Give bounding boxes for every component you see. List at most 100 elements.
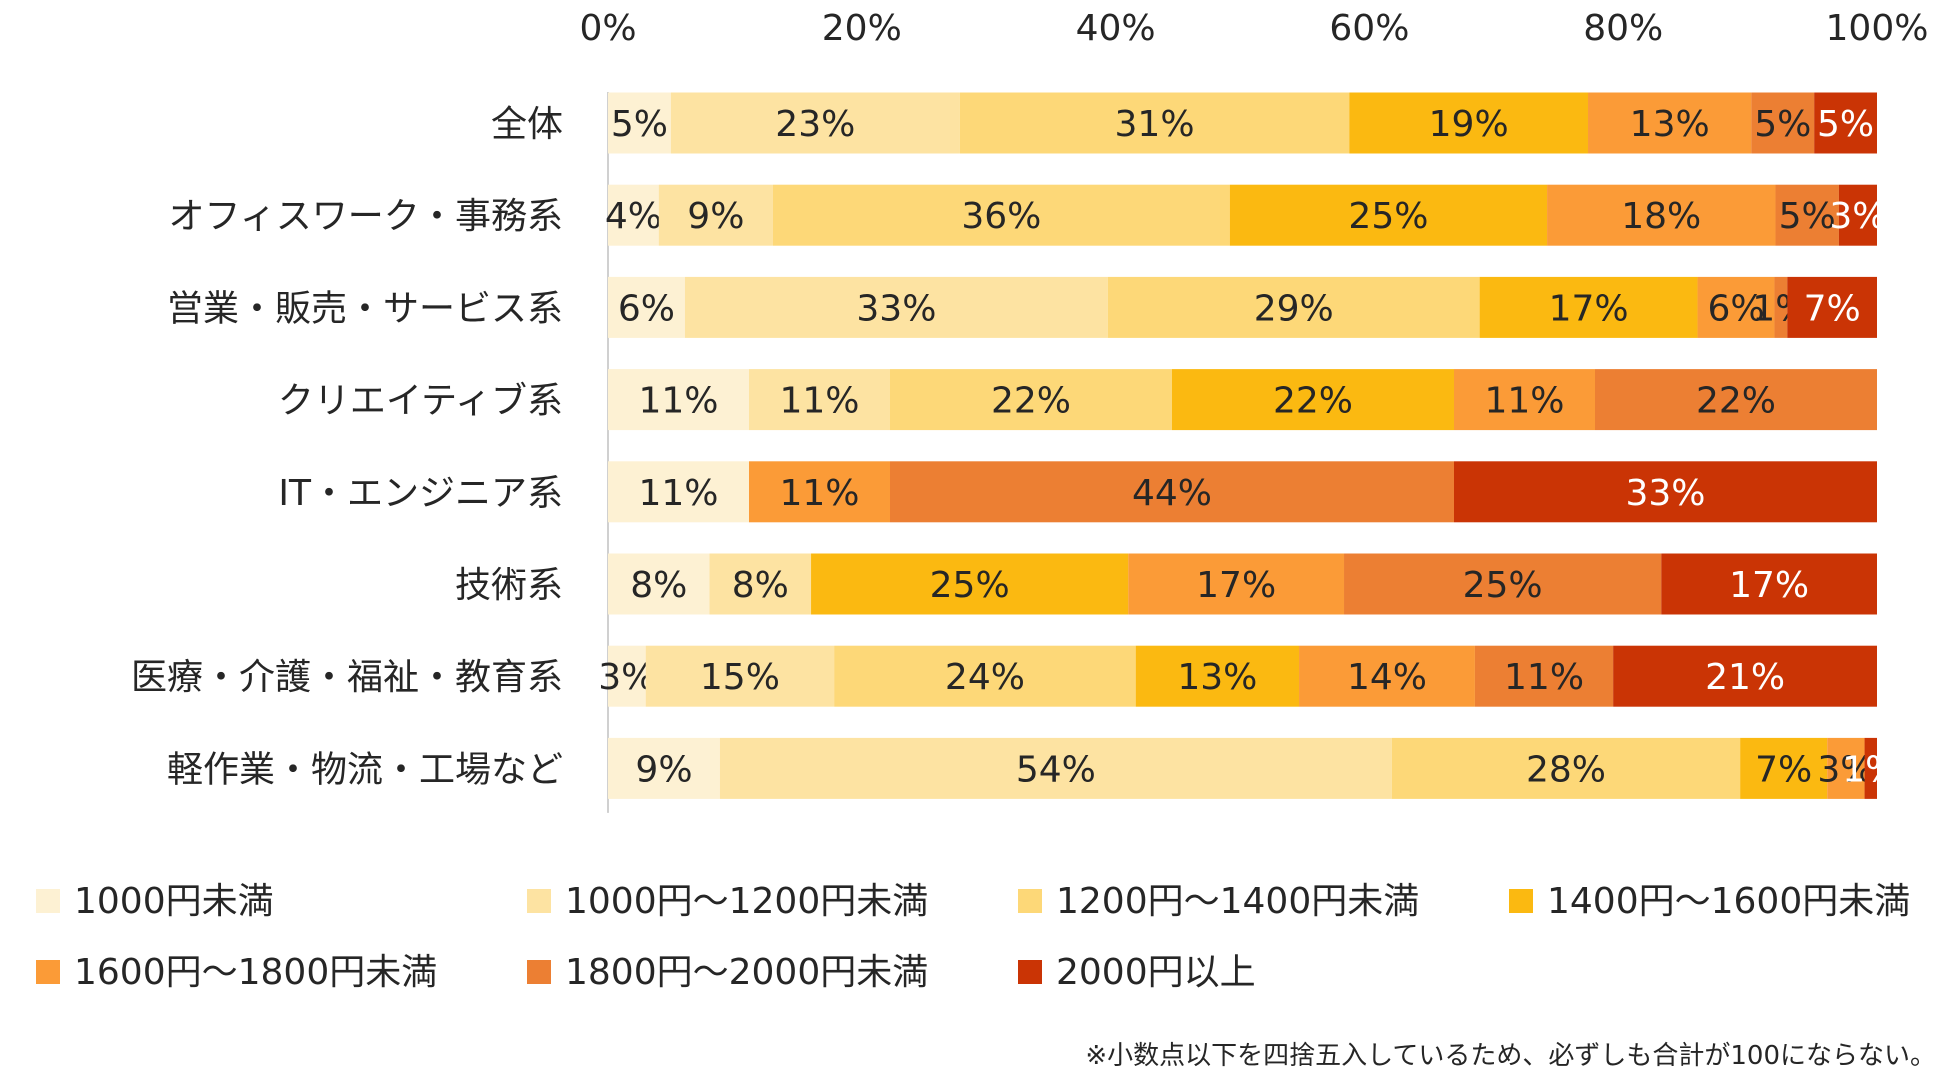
- data-label: 33%: [1625, 473, 1705, 514]
- data-label: 22%: [1696, 381, 1776, 422]
- data-label: 31%: [1115, 104, 1195, 145]
- data-label: 22%: [991, 381, 1071, 422]
- legend-swatch: [36, 960, 60, 984]
- bar-segment: [1107, 276, 1480, 338]
- bar-segment: [1595, 369, 1877, 431]
- bar-segment: [1838, 184, 1877, 246]
- data-label: 23%: [775, 104, 855, 145]
- bar-segment: [670, 92, 960, 154]
- bar-segment: [1474, 645, 1614, 707]
- legend-label: 1800円～2000円未満: [565, 952, 928, 993]
- bar-segment: [719, 737, 1392, 799]
- bar-segment: [1787, 276, 1877, 338]
- footnote: ※小数点以下を四捨五入しているため、必ずしも合計が100にならない。: [1085, 1041, 1936, 1071]
- x-tick-label: 40%: [1076, 8, 1156, 49]
- bar-segment: [1172, 369, 1454, 431]
- bar-segment: [749, 461, 890, 523]
- bar-segment: [1229, 184, 1548, 246]
- data-label: 13%: [1177, 657, 1257, 698]
- bar-segment: [1814, 92, 1877, 154]
- x-tick-label: 20%: [822, 8, 902, 49]
- bar-segment: [834, 645, 1136, 707]
- data-label: 11%: [1484, 381, 1564, 422]
- data-label: 8%: [732, 565, 789, 606]
- bar-segment: [709, 553, 812, 615]
- bar-segment: [959, 92, 1350, 154]
- data-label: 11%: [1504, 657, 1584, 698]
- legend-label: 2000円以上: [1056, 952, 1256, 993]
- bar-segment: [1697, 276, 1775, 338]
- bar-segment: [1299, 645, 1475, 707]
- bar-segment: [1775, 184, 1839, 246]
- data-label: 7%: [1755, 749, 1812, 790]
- bar-segment: [811, 553, 1129, 615]
- legend-label: 1400円～1600円未満: [1547, 881, 1910, 922]
- bar-segment: [1774, 276, 1788, 338]
- data-label: 25%: [930, 565, 1010, 606]
- legend-swatch: [1018, 960, 1042, 984]
- data-label: 21%: [1705, 657, 1785, 698]
- bar-segment: [749, 369, 890, 431]
- data-label: 19%: [1429, 104, 1509, 145]
- bar-segment: [772, 184, 1230, 246]
- bar-segment: [890, 369, 1172, 431]
- bar-segment: [890, 461, 1454, 523]
- legend-swatch: [1509, 889, 1533, 913]
- data-label: 24%: [945, 657, 1025, 698]
- data-label: 11%: [638, 381, 718, 422]
- data-label: 17%: [1549, 288, 1629, 329]
- data-label: 3%: [1829, 196, 1886, 237]
- bar-segment: [608, 737, 720, 799]
- category-label: IT・エンジニア系: [278, 473, 563, 514]
- legend-swatch: [527, 889, 551, 913]
- data-label: 5%: [1754, 104, 1811, 145]
- bar-segment: [608, 92, 671, 154]
- data-label: 7%: [1804, 288, 1861, 329]
- bar-segment: [1751, 92, 1815, 154]
- x-tick-label: 0%: [579, 8, 636, 49]
- category-label: オフィスワーク・事務系: [168, 196, 563, 237]
- legend-swatch: [36, 889, 60, 913]
- data-label: 22%: [1273, 381, 1353, 422]
- bar-segment: [1661, 553, 1877, 615]
- data-label: 13%: [1630, 104, 1710, 145]
- legend-label: 1000円未満: [74, 881, 274, 922]
- bar-segment: [608, 645, 646, 707]
- legend-label: 1200円～1400円未満: [1056, 881, 1419, 922]
- x-tick-label: 100%: [1826, 8, 1929, 49]
- data-label: 29%: [1254, 288, 1334, 329]
- bar-segment: [1454, 369, 1595, 431]
- data-label: 9%: [635, 749, 692, 790]
- legend-label: 1000円～1200円未満: [565, 881, 928, 922]
- bar-segment: [608, 184, 659, 246]
- data-label: 5%: [1817, 104, 1874, 145]
- data-label: 17%: [1729, 565, 1809, 606]
- data-label: 28%: [1526, 749, 1606, 790]
- category-label: 軽作業・物流・工場など: [167, 749, 563, 790]
- bar-segment: [1128, 553, 1345, 615]
- category-label: クリエイティブ系: [278, 381, 563, 422]
- data-label: 6%: [1707, 288, 1764, 329]
- data-label: 8%: [630, 565, 687, 606]
- bar-segment: [645, 645, 835, 707]
- bar-segment: [1547, 184, 1776, 246]
- bar-segment: [1613, 645, 1877, 707]
- bar-segment: [1588, 92, 1752, 154]
- bar-segment: [684, 276, 1108, 338]
- data-label: 5%: [611, 104, 668, 145]
- legend-swatch: [527, 960, 551, 984]
- data-label: 15%: [700, 657, 780, 698]
- bar-segment: [1864, 737, 1877, 799]
- data-label: 17%: [1196, 565, 1276, 606]
- data-label: 11%: [779, 381, 859, 422]
- data-label: 44%: [1132, 473, 1212, 514]
- category-label: 営業・販売・サービス系: [167, 288, 563, 329]
- bar-segment: [1135, 645, 1300, 707]
- bar-segment: [1740, 737, 1828, 799]
- data-label: 25%: [1463, 565, 1543, 606]
- data-label: 4%: [605, 196, 662, 237]
- bar-segment: [608, 369, 749, 431]
- category-label: 全体: [491, 104, 563, 145]
- data-label: 5%: [1779, 196, 1836, 237]
- bar-segment: [1827, 737, 1865, 799]
